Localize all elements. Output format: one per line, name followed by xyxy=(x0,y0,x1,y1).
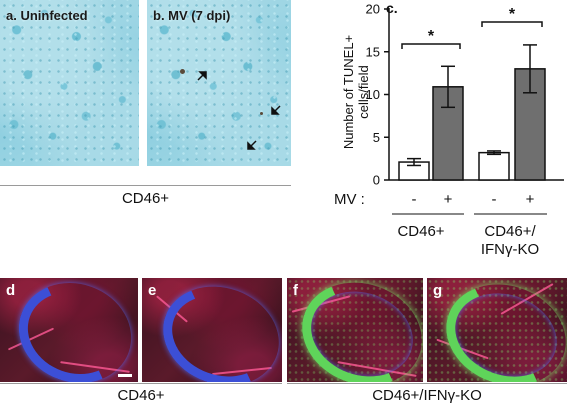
panel-label-b: b. MV (7 dpi) xyxy=(153,8,231,23)
scale-bar xyxy=(118,374,132,377)
y-tick-label: 20 xyxy=(366,2,380,17)
fluorescence-group-line-ifng-ko xyxy=(287,383,567,384)
y-axis-ticks: 0 5 10 15 20 xyxy=(366,2,389,188)
y-tick-label: 0 xyxy=(373,173,380,188)
fluorescence-panel-g: g xyxy=(427,278,567,382)
y-axis-title-line2: cells/field xyxy=(356,65,371,118)
cell-grain xyxy=(147,0,291,166)
arrow-icon xyxy=(197,71,207,81)
panel-letter-f: f xyxy=(293,282,298,299)
significance-brackets: ** xyxy=(401,6,543,49)
tissue-background xyxy=(0,278,138,382)
group-label-cd46: CD46+ xyxy=(397,223,444,240)
y-tick-label: 10 xyxy=(366,87,380,102)
fluorescence-panel-d: d xyxy=(0,278,138,382)
y-axis-title-line1: Number of TUNEL+ xyxy=(341,35,356,149)
fluorescence-panel-f: f xyxy=(287,278,423,382)
panel-letter-g: g xyxy=(433,282,443,299)
significance-bracket xyxy=(481,21,543,27)
y-tick-label: 15 xyxy=(366,44,380,59)
tissue-background xyxy=(427,278,567,382)
panel-label-c: c. xyxy=(386,0,398,16)
micrograph-caption: CD46+ xyxy=(121,190,170,207)
arrow-icon xyxy=(271,105,281,115)
mv-row-label: MV : xyxy=(334,191,365,208)
fluorescence-caption-ifng-ko: CD46+/IFNγ-KO xyxy=(372,387,482,404)
mv-sign: - xyxy=(492,191,497,208)
fluorescence-panel-e: e xyxy=(142,278,282,382)
panel-letter-d: d xyxy=(6,282,16,299)
fluorescence-group-line-cd46 xyxy=(0,383,282,384)
mv-sign: - xyxy=(412,191,417,208)
micrograph-mv-infected: b. MV (7 dpi) xyxy=(147,0,291,166)
tunel-bar-chart: c. Number of TUNEL+ cells/field 0 5 10 15 20… xyxy=(334,0,564,258)
significance-bracket xyxy=(401,43,461,49)
panel-letter-e: e xyxy=(148,282,157,299)
cell-grain xyxy=(0,0,139,166)
bar xyxy=(478,151,510,181)
panel-label-a: a. Uninfected xyxy=(6,8,88,23)
micrograph-group-line xyxy=(0,185,291,186)
group-label-ifng-ko-line1: CD46+/ xyxy=(484,223,536,240)
mv-signs: - + - + xyxy=(412,191,535,208)
significance-star: * xyxy=(428,28,435,45)
bar-series xyxy=(398,44,546,181)
mv-sign: + xyxy=(444,191,453,208)
mv-sign: + xyxy=(526,191,535,208)
significance-star: * xyxy=(509,6,516,23)
green-speckles xyxy=(427,278,567,382)
arrow-icon xyxy=(247,140,257,150)
micrograph-uninfected: a. Uninfected xyxy=(0,0,139,166)
tunel-positive-cell xyxy=(180,69,185,74)
fluorescence-caption-cd46: CD46+ xyxy=(117,387,165,404)
tissue-background xyxy=(142,278,282,382)
group-label-ifng-ko-line2: IFNγ-KO xyxy=(481,241,539,258)
y-tick-label: 5 xyxy=(373,130,380,145)
tunel-positive-cell xyxy=(260,112,263,115)
